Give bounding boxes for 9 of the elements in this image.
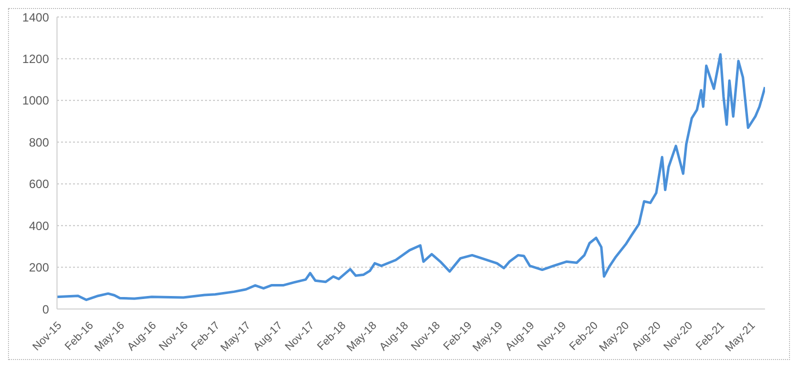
y-tick-label: 200 bbox=[28, 260, 50, 275]
line-series bbox=[57, 53, 765, 302]
y-tick-label: 0 bbox=[42, 302, 50, 316]
y-tick-label: 1400 bbox=[22, 10, 50, 24]
y-tick-label: 400 bbox=[28, 218, 50, 233]
y-tick-label: 800 bbox=[28, 135, 50, 150]
y-tick-label: 600 bbox=[28, 177, 50, 192]
y-tick-label: 1000 bbox=[22, 94, 50, 108]
y-tick-label: 1200 bbox=[22, 52, 50, 66]
